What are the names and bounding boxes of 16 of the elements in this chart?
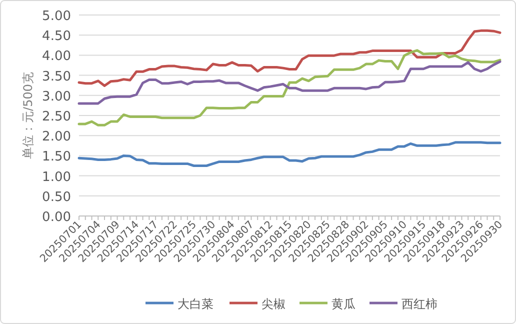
y-tick-label: 1.50 [42, 150, 71, 165]
y-tick-label: 2.00 [42, 130, 71, 145]
legend-label: 西红柿 [402, 297, 438, 311]
y-tick-label: 2.50 [42, 110, 71, 124]
y-axis-title: 单位：元/500克 [21, 72, 35, 159]
y-tick-label: 5.00 [42, 9, 71, 24]
y-tick-label: 0.50 [42, 190, 71, 205]
y-tick-label: 4.00 [42, 49, 71, 64]
y-tick-label: 3.00 [42, 89, 71, 104]
y-tick-label: 1.00 [42, 170, 71, 185]
legend-label: 黄瓜 [332, 297, 356, 311]
legend-label: 尖椒 [262, 297, 286, 311]
y-tick-label: 3.50 [42, 69, 71, 84]
y-tick-label: 4.50 [42, 29, 71, 44]
y-tick-label: 0.00 [42, 210, 71, 225]
legend-label: 大白菜 [178, 297, 214, 311]
